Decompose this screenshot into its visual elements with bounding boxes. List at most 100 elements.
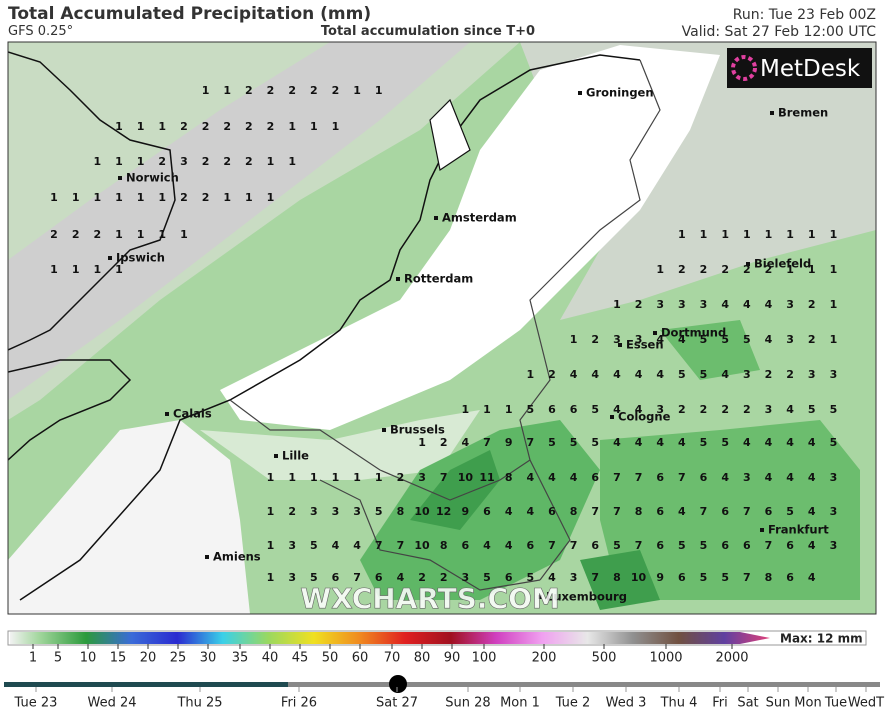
grid-value: 3 [613, 333, 621, 346]
grid-value: 4 [765, 471, 773, 484]
shade [8, 42, 470, 400]
colorbar-label: 200 [532, 651, 557, 666]
grid-value: 7 [570, 539, 578, 552]
timeline-label[interactable]: Wed 3 [606, 696, 647, 711]
grid-value: 4 [765, 333, 773, 346]
grid-value: 1 [137, 120, 145, 133]
grid-value: 2 [93, 228, 101, 241]
timeline-label[interactable]: Sun [766, 696, 791, 711]
grid-value: 7 [440, 471, 448, 484]
grid-value: 5 [483, 571, 491, 584]
timeline-label[interactable]: Tue 23 [14, 696, 58, 711]
grid-value: 8 [440, 539, 448, 552]
grid-value: 1 [50, 191, 58, 204]
grid-value: 5 [570, 436, 578, 449]
grid-value: 3 [830, 471, 838, 484]
wet-area [580, 550, 660, 610]
colorbar-scale [10, 632, 770, 644]
city-marker [118, 176, 122, 180]
grid-value: 4 [635, 403, 643, 416]
city-marker [538, 595, 542, 599]
colorbar-label: 20 [140, 651, 157, 666]
grid-value: 5 [700, 571, 708, 584]
grid-value: 4 [526, 471, 534, 484]
timeline-label[interactable]: Tue 2 [555, 696, 591, 711]
grid-value: 4 [808, 471, 816, 484]
grid-value: 2 [202, 155, 210, 168]
grid-value: 3 [288, 539, 296, 552]
grid-value: 7 [743, 505, 751, 518]
grid-value: 6 [591, 539, 599, 552]
grid-value: 7 [613, 505, 621, 518]
border [519, 59, 661, 581]
timeline-label[interactable]: Fri 26 [281, 696, 317, 711]
grid-value: 1 [115, 120, 123, 133]
city-label: Frankfurt [768, 523, 829, 537]
model: GFS 0.25° [8, 24, 73, 39]
grid-value: 2 [786, 368, 794, 381]
grid-value: 7 [397, 539, 405, 552]
grid-value: 5 [700, 539, 708, 552]
timeline-label[interactable]: Wed 24 [87, 696, 136, 711]
grid-value: 2 [50, 228, 58, 241]
grid-value: 9 [505, 436, 513, 449]
map: 1 1 2 2 2 2 2 1 11 1 1 2 2 2 2 2 1 1 11 1 1 2 3 2 2 2 1 11 1 1 1 1 1 2 2 1 1… [8, 42, 876, 614]
timeline-label[interactable]: Sat [737, 696, 758, 711]
timeline-label[interactable]: Mon [794, 696, 821, 711]
colorbar: Max: 12 mm 1 5 10 15 20 25 30 35 40 45 50 60 70 80 90 1… [7, 630, 867, 666]
grid-value: 1 [267, 191, 275, 204]
timeline-label[interactable]: Mon 1 [500, 696, 540, 711]
colorbar-label: 5 [54, 651, 62, 666]
grid-value: 5 [786, 505, 794, 518]
grid-value: 6 [548, 403, 556, 416]
colorbar-label: 70 [384, 651, 401, 666]
timeline-label[interactable]: Tue [824, 696, 847, 711]
grid-value: 2 [245, 120, 253, 133]
grid-value: 3 [808, 368, 816, 381]
grid-value: 4 [743, 436, 751, 449]
colorbar-label: 45 [292, 651, 309, 666]
grid-value: 1 [267, 571, 275, 584]
grid-value: 6 [483, 505, 491, 518]
timeline-label[interactable]: Sat 27 [376, 696, 418, 711]
grid-value: 6 [526, 539, 534, 552]
grid-value: 3 [700, 298, 708, 311]
grid-value: 2 [635, 298, 643, 311]
grid-value: 2 [223, 120, 231, 133]
grid-value: 1 [267, 155, 275, 168]
grid-value: 2 [288, 84, 296, 97]
city-marker [618, 343, 622, 347]
timeline-label[interactable]: Fri [712, 696, 728, 711]
grid-value: 3 [418, 471, 426, 484]
grid-value: 1 [115, 228, 123, 241]
city-marker [653, 331, 657, 335]
grid-value: 4 [635, 368, 643, 381]
grid-value: 1 [137, 155, 145, 168]
grid-value: 12 [436, 505, 451, 518]
grid-value: 2 [158, 155, 166, 168]
grid-value: 1 [418, 436, 426, 449]
grid-value: 4 [397, 571, 405, 584]
city-label: Bielefeld [754, 257, 811, 271]
timeline-label[interactable]: Sun 28 [445, 696, 490, 711]
timeline-handle[interactable] [389, 675, 407, 693]
grid-value: 1 [223, 84, 231, 97]
grid-value: 5 [700, 368, 708, 381]
shade [8, 42, 520, 420]
grid-value: 3 [353, 505, 361, 518]
grid-value: 4 [786, 403, 794, 416]
grid-value: 2 [180, 191, 188, 204]
grid-value: 6 [591, 471, 599, 484]
timeline-label[interactable]: Thu 4 [660, 696, 698, 711]
grid-value: 3 [656, 298, 664, 311]
grid-value: 2 [765, 368, 773, 381]
timeline-label[interactable]: Thu 25 [176, 696, 222, 711]
timeline-label[interactable]: WedT [848, 696, 884, 711]
grid-value: 4 [332, 539, 340, 552]
grid-value: 8 [505, 471, 513, 484]
grid-value: 1 [570, 333, 578, 346]
grid-value: 6 [721, 539, 729, 552]
grid-value: 8 [613, 571, 621, 584]
grid-value: 5 [526, 571, 534, 584]
